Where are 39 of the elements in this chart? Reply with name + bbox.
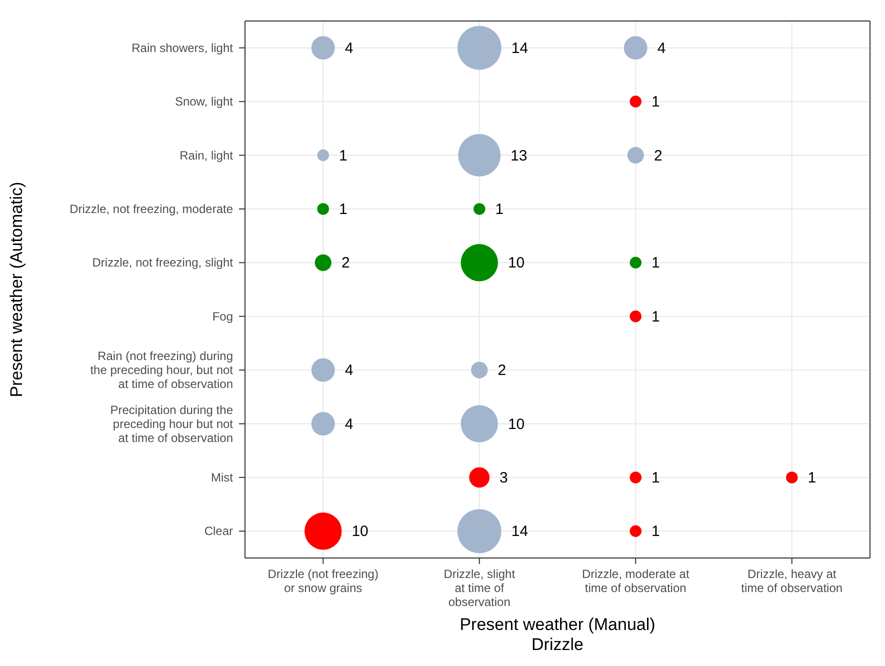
data-label: 1: [339, 147, 348, 164]
x-tick-label: Drizzle, slight at time of observation: [444, 567, 516, 609]
data-label: 1: [339, 200, 348, 218]
y-tick-label: Drizzle, not freezing, moderate: [70, 202, 234, 216]
data-label: 10: [508, 254, 525, 272]
data-label: 10: [352, 523, 368, 540]
data-label: 2: [498, 362, 506, 380]
data-label: 1: [808, 469, 816, 486]
data-label: 1: [495, 200, 504, 218]
data-label: 1: [652, 469, 660, 486]
data-label: 4: [344, 362, 354, 380]
y-tick-label: Rain (not freezing) during the preceding hour, but not at time of observation: [90, 349, 234, 392]
y-tick-label: Rain, light: [180, 148, 234, 162]
data-label: 10: [508, 416, 525, 433]
data-label: 4: [344, 40, 354, 57]
data-label: 4: [657, 40, 666, 57]
data-label: 1: [652, 523, 660, 540]
data-label: 14: [511, 40, 528, 57]
x-tick-label: Drizzle (not freezing) or snow grains: [268, 567, 378, 595]
y-tick-label: Precipitation during the preceding hour but not at time of observation: [110, 402, 234, 445]
data-label: 13: [510, 147, 528, 164]
data-label: 1: [652, 94, 660, 111]
data-label: 1: [652, 254, 660, 272]
y-tick-label: Rain showers, light: [132, 40, 234, 55]
y-axis-title: Present weather (Automatic): [7, 182, 26, 398]
y-tick-label: Drizzle, not freezing, slight: [92, 256, 234, 270]
data-label: 1: [652, 308, 660, 326]
y-tick-label: Mist: [211, 470, 234, 484]
data-label: 4: [344, 416, 354, 433]
data-label: 3: [500, 469, 508, 486]
data-label: 14: [511, 523, 528, 540]
y-tick-label: Fog: [212, 309, 233, 324]
data-label: 2: [341, 254, 350, 272]
x-tick-label: Drizzle, moderate at time of observation: [582, 567, 690, 595]
x-axis-title: Present weather (Manual) Drizzle: [460, 615, 656, 654]
data-label: 2: [654, 147, 662, 164]
y-tick-label: Clear: [204, 524, 233, 538]
y-tick-label: Snow, light: [174, 94, 234, 109]
x-tick-label: Drizzle, heavy at time of observation: [741, 567, 843, 595]
